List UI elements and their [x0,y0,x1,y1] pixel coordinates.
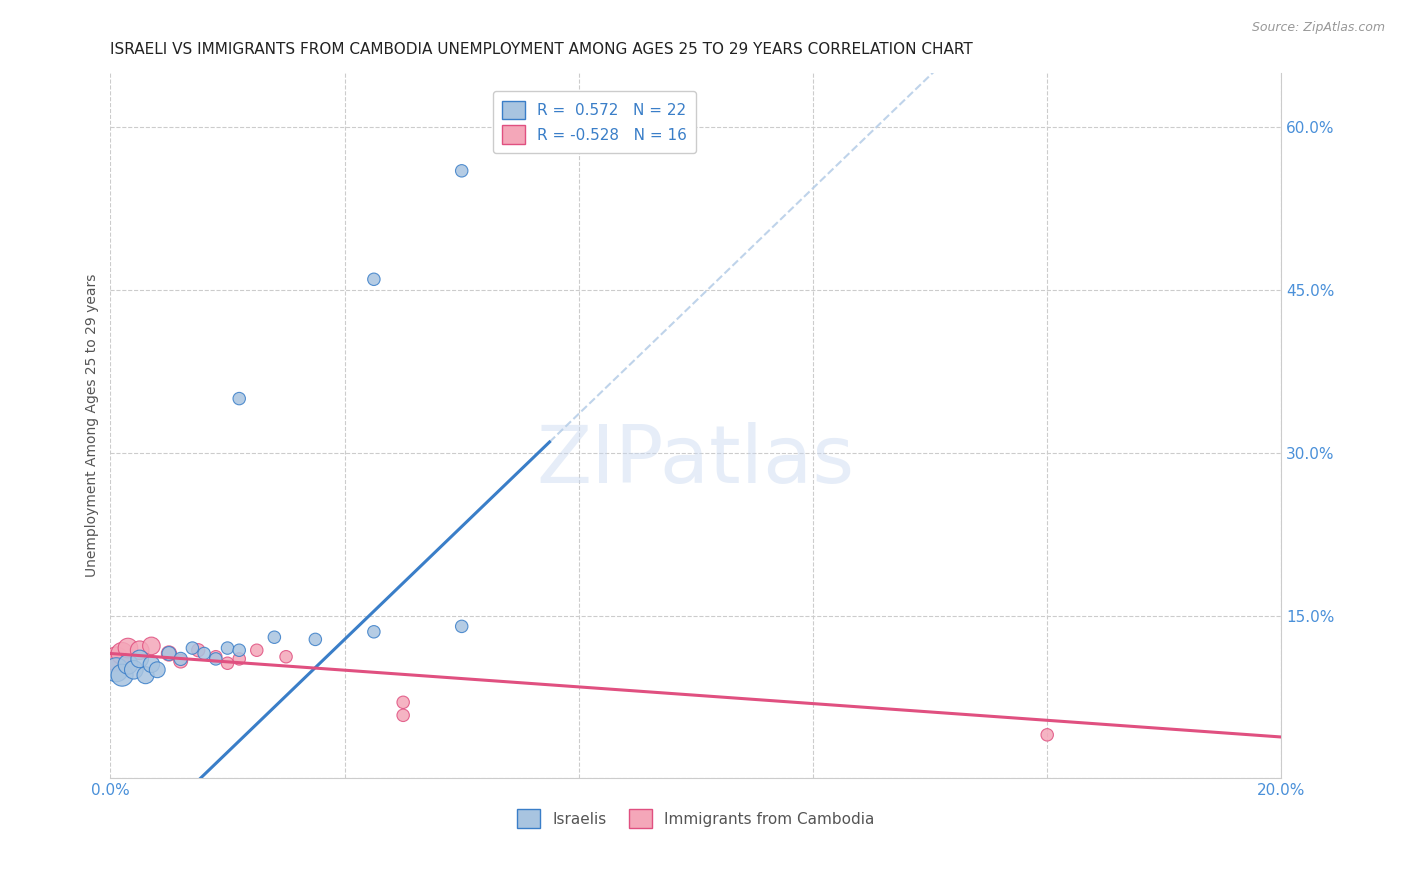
Point [128,652,150,666]
Point [193,647,215,661]
Point [363,272,385,286]
Point [111,647,134,661]
Point [263,630,285,644]
Point [128,643,150,657]
Point [392,708,415,723]
Point [1036,728,1059,742]
Text: ZIPatlas: ZIPatlas [537,422,855,500]
Point [117,641,139,656]
Point [228,392,250,406]
Point [217,657,239,671]
Point [169,654,191,668]
Point [141,657,163,672]
Point [228,643,250,657]
Point [187,643,209,657]
Point [392,695,415,709]
Point [157,647,180,661]
Point [141,639,163,653]
Point [117,657,139,672]
Point [122,663,145,677]
Point [246,643,269,657]
Point [450,164,472,178]
Point [274,649,297,664]
Y-axis label: Unemployment Among Ages 25 to 29 years: Unemployment Among Ages 25 to 29 years [86,274,100,577]
Point [228,652,250,666]
Point [450,619,472,633]
Point [363,624,385,639]
Point [135,668,157,682]
Point [105,652,128,666]
Point [157,647,180,661]
Text: ISRAELI VS IMMIGRANTS FROM CAMBODIA UNEMPLOYMENT AMONG AGES 25 TO 29 YEARS CORRE: ISRAELI VS IMMIGRANTS FROM CAMBODIA UNEM… [111,42,973,57]
Point [111,668,134,682]
Text: Source: ZipAtlas.com: Source: ZipAtlas.com [1251,21,1385,34]
Point [204,649,226,664]
Point [304,632,326,647]
Point [217,641,239,656]
Point [105,663,128,677]
Point [146,663,169,677]
Point [169,652,191,666]
Legend: Israelis, Immigrants from Cambodia: Israelis, Immigrants from Cambodia [510,803,882,834]
Point [204,652,226,666]
Point [181,641,204,656]
